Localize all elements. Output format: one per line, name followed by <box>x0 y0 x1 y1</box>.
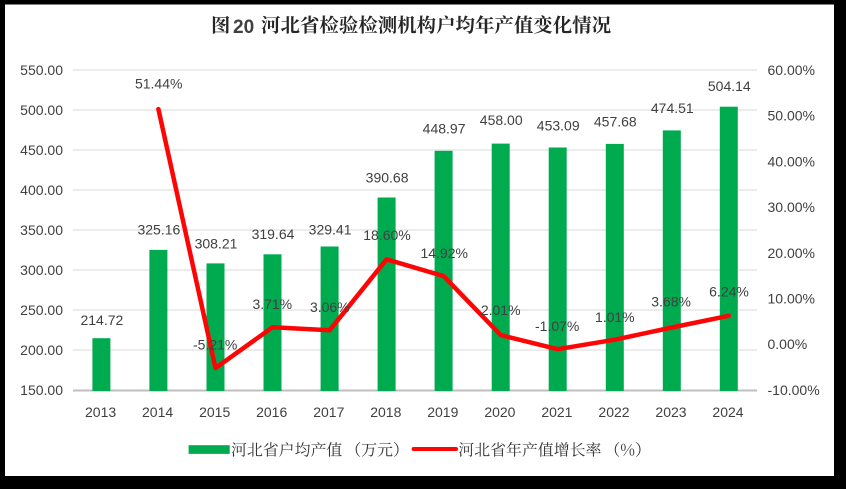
svg-text:0.00%: 0.00% <box>768 336 808 352</box>
svg-text:14.92%: 14.92% <box>420 245 467 261</box>
svg-text:50.00%: 50.00% <box>768 108 815 124</box>
svg-text:200.00: 200.00 <box>20 342 63 358</box>
svg-text:2021: 2021 <box>541 404 572 420</box>
svg-text:-10.00%: -10.00% <box>768 382 820 398</box>
svg-text:2019: 2019 <box>427 404 458 420</box>
svg-text:1.01%: 1.01% <box>595 309 635 325</box>
svg-text:300.00: 300.00 <box>20 262 63 278</box>
svg-text:3.06%: 3.06% <box>310 299 350 315</box>
svg-text:2.01%: 2.01% <box>481 302 521 318</box>
svg-text:10.00%: 10.00% <box>768 291 815 307</box>
svg-text:60.00%: 60.00% <box>768 62 815 78</box>
svg-text:3.71%: 3.71% <box>252 296 292 312</box>
svg-text:550.00: 550.00 <box>20 62 63 78</box>
svg-text:2014: 2014 <box>142 404 173 420</box>
svg-text:453.09: 453.09 <box>537 118 580 134</box>
svg-text:325.16: 325.16 <box>137 222 180 238</box>
svg-text:448.97: 448.97 <box>423 121 466 137</box>
svg-text:3.68%: 3.68% <box>651 294 691 310</box>
svg-text:2020: 2020 <box>484 404 515 420</box>
svg-text:-5.21%: -5.21% <box>193 336 237 352</box>
svg-text:308.21: 308.21 <box>195 235 238 251</box>
svg-text:319.64: 319.64 <box>252 226 295 242</box>
svg-text:2013: 2013 <box>85 404 116 420</box>
svg-text:20.00%: 20.00% <box>768 245 815 261</box>
svg-text:150.00: 150.00 <box>20 382 63 398</box>
svg-text:2024: 2024 <box>712 404 743 420</box>
svg-text:390.68: 390.68 <box>366 169 409 185</box>
svg-text:6.24%: 6.24% <box>709 284 749 300</box>
svg-text:2017: 2017 <box>313 404 344 420</box>
svg-text:250.00: 250.00 <box>20 302 63 318</box>
svg-text:457.68: 457.68 <box>594 114 637 130</box>
svg-text:2016: 2016 <box>256 404 287 420</box>
svg-text:214.72: 214.72 <box>80 312 123 328</box>
svg-text:2015: 2015 <box>199 404 230 420</box>
svg-text:18.60%: 18.60% <box>363 227 410 243</box>
svg-text:30.00%: 30.00% <box>768 199 815 215</box>
svg-text:450.00: 450.00 <box>20 142 63 158</box>
svg-text:400.00: 400.00 <box>20 182 63 198</box>
svg-text:458.00: 458.00 <box>480 112 523 128</box>
svg-text:2022: 2022 <box>598 404 629 420</box>
svg-text:474.51: 474.51 <box>651 100 694 116</box>
svg-text:40.00%: 40.00% <box>768 153 815 169</box>
svg-text:504.14: 504.14 <box>708 78 751 94</box>
svg-text:350.00: 350.00 <box>20 222 63 238</box>
svg-text:-1.07%: -1.07% <box>535 318 579 334</box>
svg-text:2023: 2023 <box>655 404 686 420</box>
svg-text:2018: 2018 <box>370 404 401 420</box>
svg-text:500.00: 500.00 <box>20 102 63 118</box>
svg-text:51.44%: 51.44% <box>135 75 182 91</box>
svg-text:20: 20 <box>233 17 254 38</box>
svg-text:329.41: 329.41 <box>309 222 352 238</box>
